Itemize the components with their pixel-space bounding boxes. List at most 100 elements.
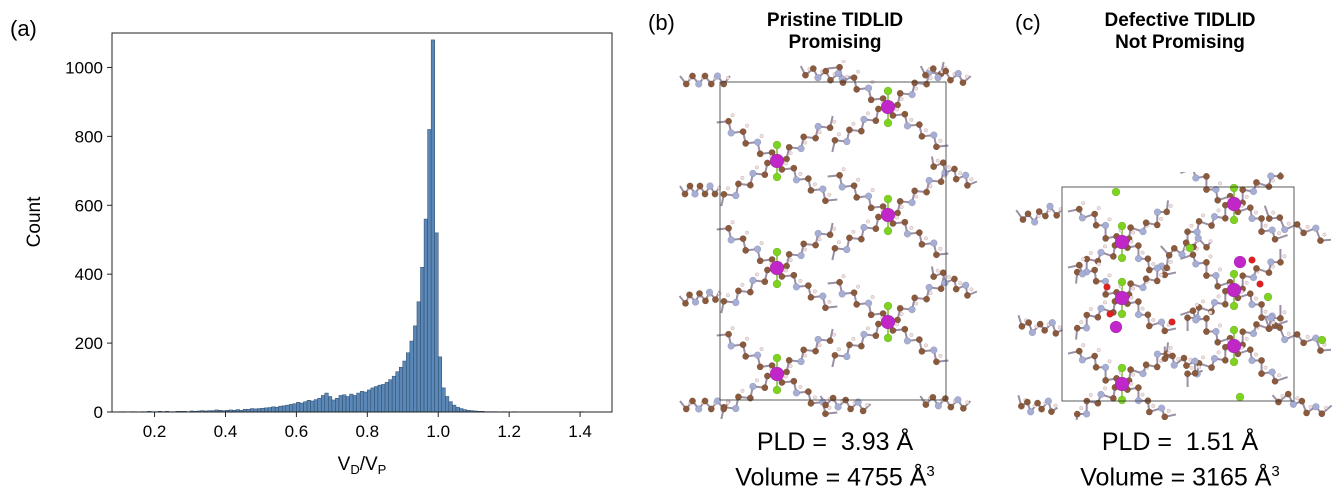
hydrogen-atom bbox=[837, 240, 841, 244]
nitrogen-atom bbox=[728, 237, 735, 244]
hydrogen-atom bbox=[842, 167, 846, 171]
histogram-bars bbox=[119, 40, 584, 412]
nitrogen-atom bbox=[865, 300, 872, 307]
carbon-atom bbox=[1146, 323, 1152, 329]
halide-atom bbox=[773, 248, 781, 256]
histogram-bar bbox=[460, 409, 464, 412]
carbon-atom bbox=[808, 294, 814, 300]
nitrogen-atom bbox=[798, 358, 805, 365]
carbon-atom bbox=[1034, 400, 1040, 406]
carbon-atom bbox=[1135, 242, 1141, 248]
carbon-atom bbox=[686, 292, 692, 298]
hydrogen-atom bbox=[852, 122, 856, 126]
halide-atom bbox=[884, 87, 892, 95]
carbon-atom bbox=[1041, 327, 1047, 333]
hydrogen-atom bbox=[1254, 211, 1258, 215]
carbon-atom bbox=[1203, 328, 1209, 334]
panel-c-title: Defective TIDLID Not Promising bbox=[1045, 10, 1315, 54]
carbon-atom bbox=[689, 73, 695, 79]
hydrogen-atom bbox=[1323, 233, 1327, 237]
carbon-atom bbox=[1145, 256, 1151, 262]
carbon-atom bbox=[846, 235, 852, 241]
nitrogen-atom bbox=[1047, 203, 1054, 210]
carbon-atom bbox=[810, 65, 816, 71]
carbon-atom bbox=[873, 117, 879, 123]
hydrogen-atom bbox=[1264, 366, 1268, 370]
hydrogen-atom bbox=[789, 151, 793, 155]
carbon-atom bbox=[851, 74, 857, 80]
carbon-atom bbox=[951, 166, 957, 172]
carbon-atom bbox=[960, 405, 966, 411]
hydrogen-atom bbox=[789, 258, 793, 262]
hydrogen-atom bbox=[958, 171, 962, 175]
carbon-atom bbox=[1171, 245, 1177, 251]
carbon-atom bbox=[1300, 230, 1306, 236]
carbon-atom bbox=[721, 406, 727, 412]
carbon-atom bbox=[812, 135, 818, 141]
hydrogen-atom bbox=[1245, 337, 1249, 341]
nitrogen-atom bbox=[1079, 271, 1086, 278]
nitrogen-atom bbox=[1192, 175, 1199, 182]
carbon-atom bbox=[808, 400, 814, 406]
carbon-atom bbox=[757, 258, 763, 264]
hydrogen-atom bbox=[818, 237, 822, 241]
carbon-atom bbox=[853, 194, 859, 200]
hydrogen-atom bbox=[1169, 260, 1173, 264]
halide-atom bbox=[1118, 396, 1126, 404]
hydrogen-atom bbox=[866, 112, 870, 116]
panel-c-label: (c) bbox=[1015, 10, 1041, 36]
carbon-atom bbox=[832, 245, 838, 251]
nitrogen-atom bbox=[732, 299, 739, 306]
hydrogen-atom bbox=[1254, 353, 1258, 357]
halide-atom bbox=[1230, 184, 1238, 192]
hydrogen-atom bbox=[784, 269, 788, 273]
carbon-atom bbox=[930, 163, 936, 169]
carbon-atom bbox=[902, 111, 908, 117]
carbon-atom bbox=[805, 388, 811, 394]
hydrogen-atom bbox=[832, 227, 836, 231]
hydrogen-atom bbox=[789, 364, 793, 368]
oxygen-atom bbox=[1169, 319, 1176, 326]
carbon-atom bbox=[853, 301, 859, 307]
hydrogen-atom bbox=[726, 293, 730, 297]
carbon-atom bbox=[1074, 325, 1080, 331]
hydrogen-atom bbox=[1176, 357, 1180, 361]
histogram-bar bbox=[293, 404, 297, 412]
hydrogen-atom bbox=[1209, 255, 1213, 259]
histogram-bar bbox=[307, 400, 311, 412]
carbon-atom bbox=[951, 276, 957, 282]
metal-atom bbox=[1115, 377, 1129, 391]
carbon-atom bbox=[858, 236, 864, 242]
carbon-atom bbox=[1093, 222, 1099, 228]
hydrogen-atom bbox=[1081, 257, 1085, 261]
histogram-bar bbox=[371, 388, 375, 412]
nitrogen-atom bbox=[1135, 255, 1142, 262]
hydrogen-atom bbox=[910, 226, 914, 230]
nitrogen-atom bbox=[962, 172, 969, 179]
carbon-atom bbox=[1093, 364, 1099, 370]
nitrogen-atom bbox=[750, 170, 757, 177]
hydrogen-atom bbox=[871, 295, 875, 299]
hydrogen-atom bbox=[958, 281, 962, 285]
carbon-atom bbox=[1053, 212, 1059, 218]
oxygen-atom bbox=[1107, 311, 1114, 318]
carbon-atom bbox=[953, 286, 959, 292]
hydrogen-atom bbox=[1309, 405, 1313, 409]
hydrogen-atom bbox=[731, 326, 735, 330]
nitrogen-atom bbox=[930, 347, 937, 354]
carbon-atom bbox=[1277, 324, 1283, 330]
carbon-atom bbox=[712, 296, 718, 302]
carbon-atom bbox=[1091, 353, 1097, 359]
carbon-atom bbox=[812, 348, 818, 354]
panel-c-title-line1: Defective TIDLID bbox=[1045, 10, 1315, 32]
carbon-atom bbox=[1277, 259, 1283, 265]
halide-atom bbox=[773, 280, 781, 288]
hydrogen-atom bbox=[856, 70, 860, 74]
carbon-atom bbox=[1102, 235, 1108, 241]
hydrogen-atom bbox=[1283, 310, 1287, 314]
hydrogen-atom bbox=[924, 237, 928, 241]
hydrogen-atom bbox=[1159, 217, 1163, 221]
carbon-atom bbox=[735, 394, 741, 400]
nitrogen-atom bbox=[1213, 328, 1220, 335]
histogram-bar bbox=[406, 353, 410, 412]
